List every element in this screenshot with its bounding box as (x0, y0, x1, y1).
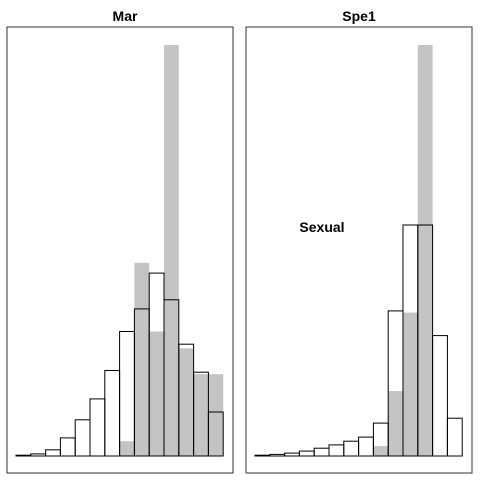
gray-bar (403, 312, 418, 456)
panel-title-mar: Mar (113, 8, 138, 24)
outline-bar (74, 419, 91, 457)
gray-bar (164, 45, 179, 456)
gray-bar (208, 374, 224, 456)
outline-bar (89, 398, 106, 457)
outline-bar (45, 449, 61, 457)
outline-bar (119, 331, 135, 457)
outline-bar (15, 454, 32, 457)
outline-bar (269, 453, 286, 457)
outline-bar (59, 437, 76, 457)
panel-title-spe1: Spe1 (342, 8, 376, 24)
outline-bar (254, 454, 271, 457)
outline-bar (328, 444, 345, 457)
outline-series-spe1 (254, 224, 463, 457)
gray-bar (388, 391, 403, 456)
outline-bar (284, 452, 300, 457)
outline-bar (343, 440, 360, 457)
plot-frame-spe1 (245, 26, 473, 474)
outline-bar (358, 436, 374, 457)
gray-series-mar (119, 45, 224, 456)
gray-bar (119, 441, 135, 456)
outline-bar (104, 370, 121, 457)
gray-bar (193, 374, 209, 456)
panel-mar: Mar (6, 8, 234, 474)
outline-bar (207, 411, 224, 457)
annotation-label: Sexual (299, 219, 344, 235)
outline-bar (313, 447, 330, 457)
gray-bar (178, 348, 194, 456)
gray-bar (149, 331, 164, 456)
gray-bar (373, 446, 389, 456)
gray-bar (134, 262, 150, 456)
outline-bar (446, 417, 463, 457)
plot-frame-mar (6, 26, 234, 474)
outline-bar (432, 335, 448, 457)
gray-bar (417, 45, 433, 456)
outline-bar (30, 453, 47, 457)
panel-spe1: Spe1 Sexual (245, 8, 473, 474)
outline-series-mar (15, 272, 224, 457)
outline-bar (298, 450, 315, 457)
gray-series-spe1 (373, 45, 433, 456)
annotations-spe1: Sexual (299, 219, 344, 235)
